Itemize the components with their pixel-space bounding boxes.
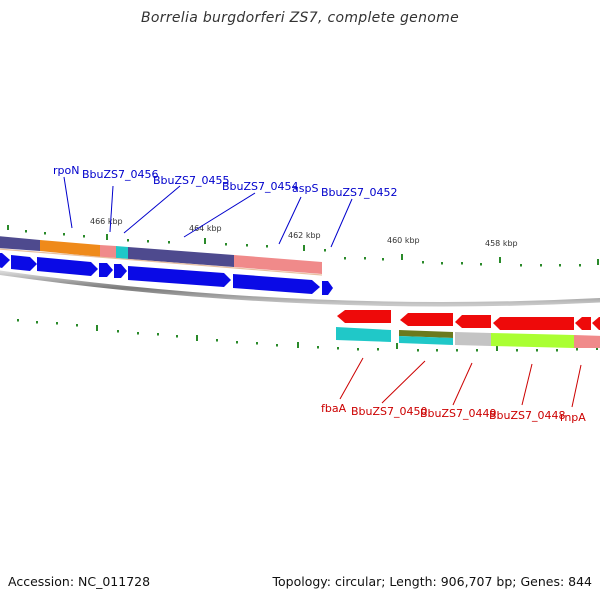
forward-arrow-5 [114,264,127,278]
reverse-strand-arrows [337,310,600,330]
gene-label-aspS[interactable]: aspS [292,182,318,195]
forward-arrow-6 [128,266,231,287]
feature-segment-orange [40,240,100,257]
forward-arrow-4 [99,263,113,277]
position-label-462: 462 kbp [288,231,321,240]
gene-label-fbaA[interactable]: fbaA [321,402,347,415]
feature-segment-pink [234,255,322,274]
reverse-arrow-5 [575,317,591,330]
position-label-464: 464 kbp [189,224,222,233]
feature-segment-gray [455,332,491,346]
gene-label-bbuzs7-0449[interactable]: BbuZS7_0449 [420,407,497,420]
feature-segment-cyan-reverse [336,327,391,342]
reverse-arrow-2 [400,313,453,326]
reverse-feature-bar [336,327,600,348]
feature-segment-cyan-lower [399,336,453,345]
feature-segment-purple [128,247,234,267]
reverse-arrow-6 [592,317,600,330]
forward-arrow-8 [322,281,333,295]
reverse-label-leaders [339,357,582,408]
feature-segment-cyan [116,246,128,259]
gene-label-bbuzs7-0454[interactable]: BbuZS7_0454 [222,180,299,193]
gene-label-bbuzs7-0450[interactable]: BbuZS7_0450 [351,405,428,418]
reverse-arrow-3 [455,315,491,328]
map-title: Borrelia burgdorferi ZS7, complete genom… [141,10,459,26]
gene-label-bbuzs7-0448[interactable]: BbuZS7_0448 [489,409,566,422]
forward-arrow-1 [0,253,10,268]
feature-segment-pink-small [100,245,116,258]
gene-label-rnpA[interactable]: rnpA [560,411,586,424]
gene-label-rpoN[interactable]: rpoN [53,164,79,177]
feature-segment-purple-left [0,236,40,251]
gene-label-bbuzs7-0455[interactable]: BbuZS7_0455 [153,174,230,187]
accession-text: Accession: NC_011728 [8,574,151,589]
forward-arrow-7 [233,274,320,294]
reverse-arrow-1 [337,310,391,323]
genome-backbone [0,270,600,307]
position-label-458: 458 kbp [485,239,518,248]
feature-segment-lime [491,333,574,348]
forward-label-leaders [63,176,353,248]
position-label-466: 466 kbp [90,217,123,226]
feature-bar-shadow [0,248,323,276]
reverse-tick-row [17,319,598,352]
feature-segment-olive [399,330,453,338]
gene-label-bbuzs7-0456[interactable]: BbuZS7_0456 [82,168,159,181]
position-label-460: 460 kbp [387,236,420,245]
gene-label-bbuzs7-0452[interactable]: BbuZS7_0452 [321,186,398,199]
forward-feature-bar [0,236,323,276]
forward-arrow-2 [11,255,37,271]
feature-segment-pink-reverse [574,335,600,348]
forward-strand-arrows [0,253,333,295]
reverse-arrow-4 [493,317,574,330]
genome-summary-text: Topology: circular; Length: 906,707 bp; … [272,574,593,589]
forward-arrow-3 [37,257,98,276]
forward-tick-row [7,225,599,267]
